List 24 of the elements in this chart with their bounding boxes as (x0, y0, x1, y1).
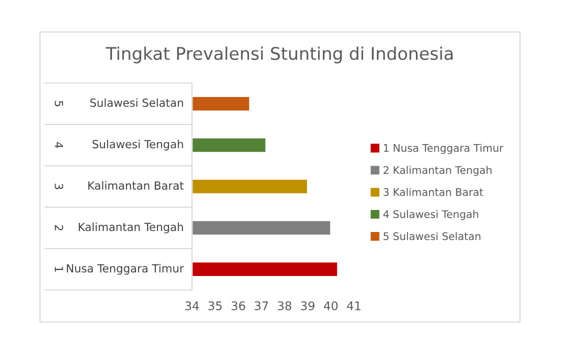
x-tick-label: 36 (232, 301, 246, 310)
x-tick-label: 41 (347, 301, 360, 310)
text: 3 (54, 184, 64, 190)
y-tick-label: Kalimantan Tengah (78, 222, 183, 234)
text: 4 (54, 142, 63, 148)
text: 2 (54, 225, 64, 230)
y-tick-label: Kalimantan Barat (88, 181, 184, 190)
y-tick-label: Nusa Tenggara Timur (66, 264, 184, 275)
x-tick-label: 34 (185, 301, 199, 310)
legend-label: 4 Sulawesi Tengah (383, 210, 478, 220)
x-tick-label: 38 (278, 301, 292, 310)
legend-label: 2 Kalimantan Tengah (384, 166, 492, 176)
legend-label: 3 Kalimantan Barat (384, 188, 484, 196)
x-tick-label: 35 (208, 301, 222, 310)
x-tick-label: 40 (324, 301, 338, 310)
chart-title: Tingkat Prevalensi Stunting di Indonesia (106, 46, 453, 64)
x-tick-label: 37 (254, 301, 268, 310)
legend-label: 5 Sulawesi Selatan (384, 232, 480, 240)
y-tick-label: Sulawesi Selatan (90, 98, 183, 107)
y-tick-label: Sulawesi Tengah (92, 140, 183, 150)
text: 5 (54, 101, 63, 106)
text: 1 (54, 266, 63, 272)
legend-label: 1 Nusa Tenggara Timur (384, 144, 504, 154)
x-tick-label: 39 (301, 301, 314, 310)
